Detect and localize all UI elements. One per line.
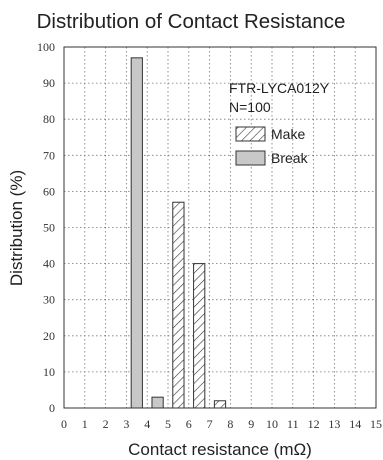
x-tick-labels: 0 1 2 3 4 5 6 7 8 9 10 11 12 13 14 15 (61, 417, 382, 431)
legend-label-make: Make (271, 126, 305, 142)
y-tick-label: 30 (43, 293, 55, 307)
x-tick-label: 13 (328, 417, 340, 431)
legend-swatch-make (235, 126, 266, 142)
x-tick-label: 2 (103, 417, 109, 431)
annotation-sample-size: N=100 (229, 99, 271, 115)
bar-make (172, 201, 185, 409)
y-tick-label: 50 (43, 221, 55, 235)
y-tick-label: 70 (43, 148, 55, 162)
x-tick-label: 11 (287, 417, 299, 431)
x-tick-label: 15 (370, 417, 382, 431)
legend-swatch-break (235, 150, 266, 166)
annotation-model: FTR-LYCA012Y (229, 80, 330, 96)
y-tick-label: 100 (37, 40, 55, 54)
plot-frame (63, 46, 377, 409)
chart-title: Distribution of Contact Resistance (37, 10, 346, 33)
x-tick-label: 3 (123, 417, 129, 431)
x-tick-label: 12 (308, 417, 320, 431)
x-tick-label: 14 (349, 417, 361, 431)
x-tick-label: 10 (266, 417, 278, 431)
x-axis-label: Contact resistance (mΩ) (128, 440, 312, 459)
bar-break (130, 57, 143, 409)
x-tick-label: 1 (82, 417, 88, 431)
y-tick-label: 90 (43, 76, 55, 90)
x-tick-label: 9 (248, 417, 254, 431)
bar-break (151, 396, 164, 409)
x-tick-label: 6 (186, 417, 192, 431)
bar-make (193, 263, 206, 409)
y-tick-label: 60 (43, 184, 55, 198)
y-tick-labels: 0 10 20 30 40 50 60 70 80 90 100 (37, 40, 55, 415)
bar-make (213, 400, 227, 409)
y-tick-label: 40 (43, 257, 55, 271)
y-tick-label: 80 (43, 112, 55, 126)
legend-label-break: Break (271, 150, 309, 166)
grid-lines (64, 47, 376, 408)
y-tick-label: 0 (49, 401, 55, 415)
x-tick-label: 4 (144, 417, 150, 431)
x-tick-label: 0 (61, 417, 67, 431)
legend: Make Break (235, 126, 309, 166)
x-tick-label: 7 (207, 417, 213, 431)
bars (130, 57, 227, 409)
x-tick-label: 8 (227, 417, 233, 431)
y-tick-label: 10 (43, 365, 55, 379)
y-tick-label: 20 (43, 329, 55, 343)
y-axis-label: Distribution (%) (7, 170, 26, 286)
x-tick-label: 5 (165, 417, 171, 431)
